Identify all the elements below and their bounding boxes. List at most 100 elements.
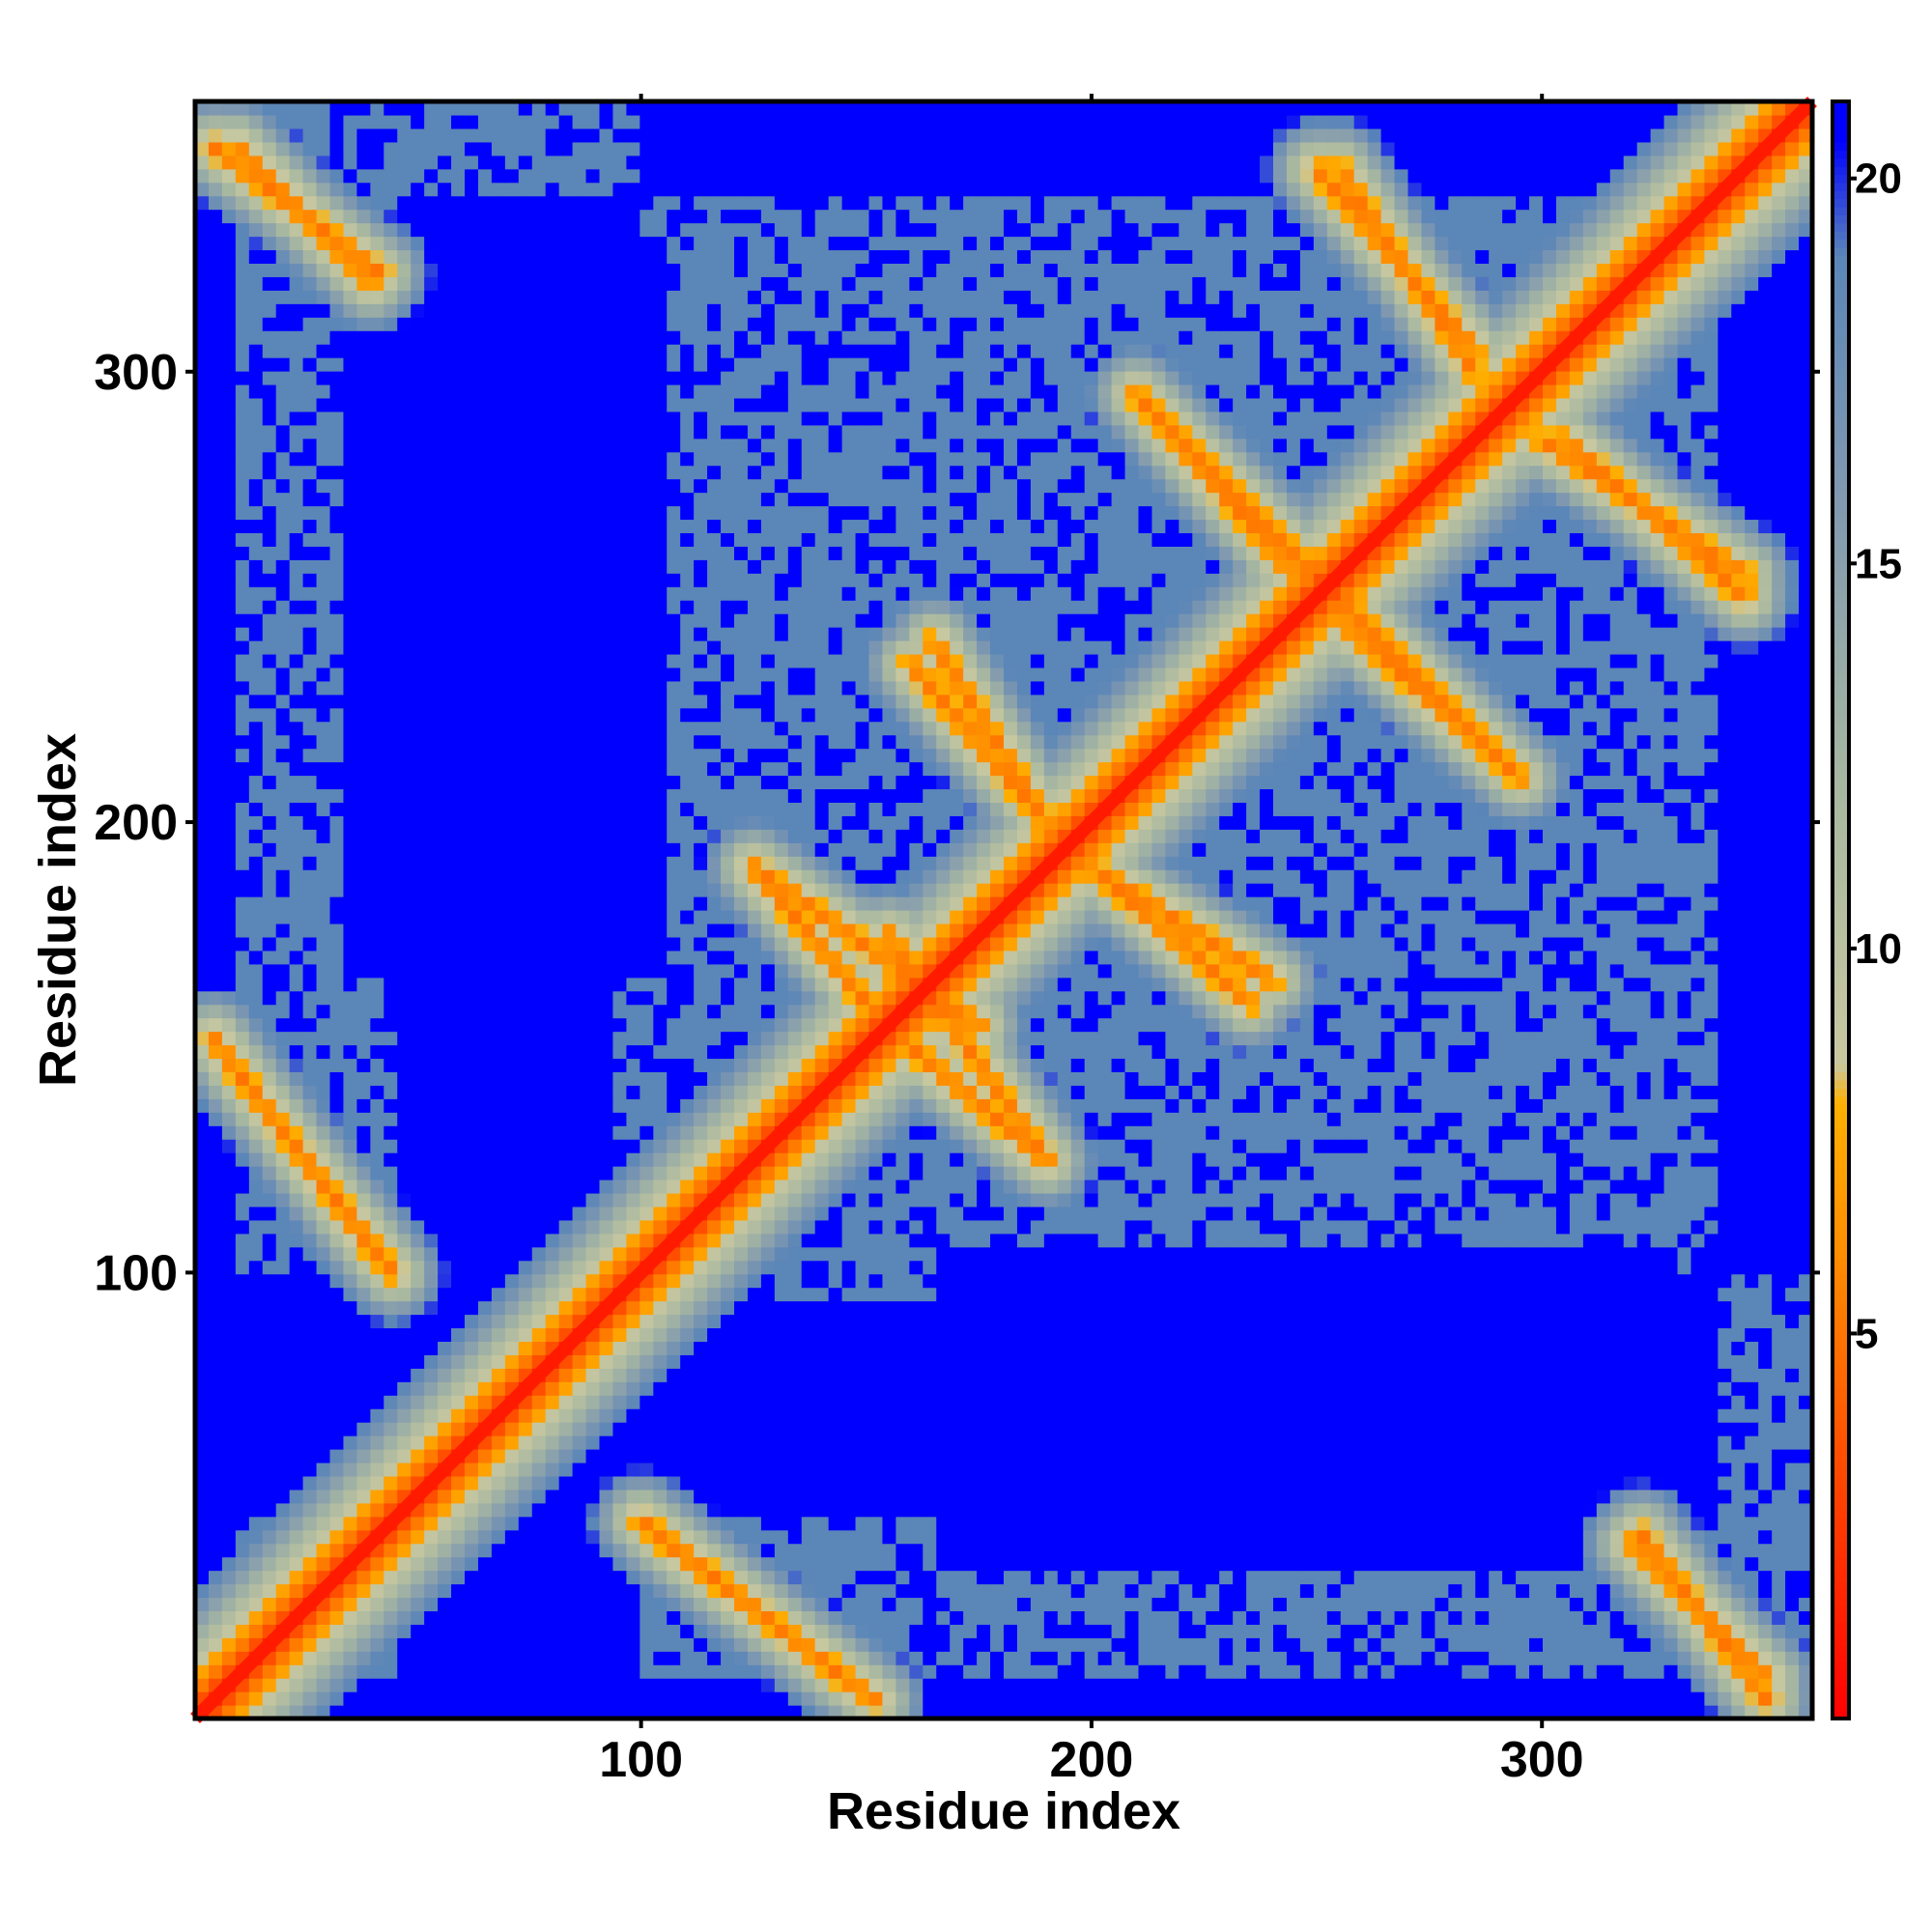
heatmap-cell [329, 1206, 345, 1221]
heatmap-cell [1555, 1422, 1571, 1436]
heatmap-cell [1502, 1449, 1517, 1463]
heatmap-cell [558, 1651, 574, 1665]
heatmap-cell [1367, 1664, 1382, 1679]
heatmap-cell [275, 1260, 291, 1275]
heatmap-cell [923, 1678, 937, 1692]
heatmap-cell [1529, 1462, 1544, 1477]
heatmap-cell [667, 1637, 681, 1652]
heatmap-cell [950, 1664, 964, 1679]
heatmap-cell [895, 1233, 910, 1248]
heatmap-cell [855, 1233, 870, 1248]
heatmap-cell [221, 1624, 237, 1638]
heatmap-cell [316, 1179, 331, 1194]
heatmap-cell [195, 1529, 210, 1545]
heatmap-cell [680, 1516, 695, 1531]
heatmap-cell [1070, 1516, 1086, 1531]
heatmap-cell [1367, 1462, 1382, 1477]
heatmap-cell [1623, 1273, 1638, 1289]
heatmap-cell [1609, 1502, 1625, 1518]
heatmap-cell [384, 1219, 398, 1235]
heatmap-cell [841, 1678, 857, 1692]
heatmap-cell [774, 1435, 789, 1450]
heatmap-cell [1448, 1449, 1463, 1463]
heatmap-cell [977, 1705, 991, 1719]
heatmap-cell [909, 1705, 923, 1719]
heatmap-cell [1758, 1327, 1773, 1342]
heatmap-cell [221, 1502, 237, 1518]
heatmap-cell [329, 1179, 345, 1194]
heatmap-cell [1799, 1166, 1813, 1180]
heatmap-cell [1636, 1475, 1652, 1491]
heatmap-cell [1475, 1179, 1490, 1194]
heatmap-cell [1124, 1354, 1140, 1369]
heatmap-cell [1030, 1489, 1045, 1504]
heatmap-cell [329, 1422, 345, 1436]
heatmap-cell [411, 1516, 425, 1531]
heatmap-cell [302, 1395, 318, 1409]
heatmap-cell [1367, 1300, 1382, 1316]
heatmap-cell [1192, 1233, 1207, 1248]
heatmap-cell [1138, 1705, 1153, 1719]
heatmap-cell [1502, 1664, 1517, 1679]
heatmap-cell [1097, 1705, 1113, 1719]
heatmap-cell [1772, 1219, 1786, 1235]
heatmap-cell [1489, 1300, 1503, 1316]
heatmap-cell [585, 1287, 601, 1302]
heatmap-cell [384, 1462, 398, 1477]
heatmap-cell [1448, 1705, 1463, 1719]
heatmap-cell [518, 1691, 533, 1706]
heatmap-cell [895, 1691, 910, 1706]
heatmap-cell [895, 1435, 910, 1450]
heatmap-cell [1367, 1179, 1382, 1194]
heatmap-cell [990, 1583, 1005, 1599]
heatmap-cell [680, 1475, 695, 1491]
heatmap-cell [855, 1408, 870, 1423]
heatmap-cell [734, 1300, 749, 1316]
heatmap-cell [1543, 1381, 1557, 1396]
heatmap-cell [1179, 1705, 1193, 1719]
heatmap-cell [316, 1260, 331, 1275]
heatmap-cell [1030, 1651, 1045, 1665]
heatmap-cell [1004, 1166, 1018, 1180]
heatmap-cell [990, 1691, 1005, 1706]
heatmap-cell [195, 1516, 210, 1531]
heatmap-cell [1582, 1435, 1598, 1450]
heatmap-cell [1192, 1610, 1207, 1625]
heatmap-cell [868, 1570, 884, 1585]
heatmap-cell [1380, 1624, 1396, 1638]
heatmap-cell [1273, 1651, 1288, 1665]
heatmap-cell [963, 1597, 978, 1611]
heatmap-cell [397, 1368, 412, 1382]
heatmap-cell [1650, 1543, 1665, 1558]
heatmap-cell [411, 1691, 425, 1706]
heatmap-cell [1636, 1529, 1652, 1545]
heatmap-cell [667, 1705, 681, 1719]
heatmap-cell [397, 1583, 412, 1599]
heatmap-cell [572, 1489, 587, 1504]
heatmap-cell [1596, 1408, 1611, 1423]
heatmap-cell [612, 1610, 627, 1625]
heatmap-cell [1260, 1395, 1274, 1409]
heatmap-cell [1004, 1408, 1018, 1423]
heatmap-cell [721, 1651, 735, 1665]
heatmap-cell [1394, 1597, 1409, 1611]
heatmap-cell [1165, 1395, 1179, 1409]
heatmap-cell [1286, 1529, 1301, 1545]
heatmap-cell [963, 1368, 978, 1382]
heatmap-cell [1636, 1705, 1652, 1719]
heatmap-cell [1084, 1395, 1099, 1409]
heatmap-cell [667, 1381, 681, 1396]
heatmap-cell [438, 1260, 452, 1275]
heatmap-cell [1165, 1166, 1179, 1180]
heatmap-cell [1745, 1166, 1759, 1180]
heatmap-cell [343, 1246, 357, 1262]
heatmap-cell [1690, 1678, 1705, 1692]
heatmap-cell [936, 1314, 951, 1329]
heatmap-cell [397, 1475, 412, 1491]
heatmap-cell [760, 1435, 776, 1450]
heatmap-cell [1084, 1449, 1099, 1463]
heatmap-cell [1299, 1691, 1315, 1706]
heatmap-cell [1677, 1260, 1692, 1275]
heatmap-cell [1138, 1368, 1153, 1382]
heatmap-cell [936, 1152, 951, 1167]
